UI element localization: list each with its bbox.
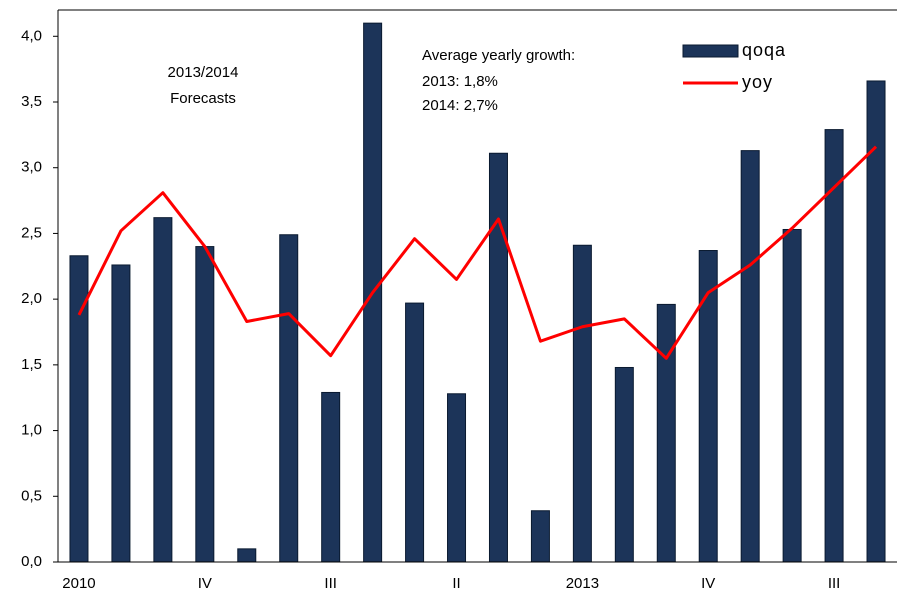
bar bbox=[279, 234, 299, 563]
x-tick-label: IV bbox=[198, 575, 212, 592]
x-tick-label: 2013 bbox=[566, 575, 599, 592]
bar bbox=[447, 393, 467, 563]
y-tick-label: 1,5 bbox=[21, 356, 42, 373]
bar bbox=[698, 250, 718, 563]
y-tick-label: 0,0 bbox=[21, 553, 42, 570]
annotation: 2013/2014 bbox=[168, 64, 239, 81]
annotation: Average yearly growth: bbox=[422, 47, 575, 64]
annotation: 2014: 2,7% bbox=[422, 97, 498, 114]
bar bbox=[614, 366, 634, 563]
legend-label: qoqa bbox=[742, 40, 786, 60]
bar bbox=[405, 302, 425, 563]
line bbox=[77, 145, 878, 360]
x-tick-label: II bbox=[452, 575, 460, 592]
bar bbox=[782, 228, 802, 563]
x-tick-label: IV bbox=[701, 575, 715, 592]
y-tick-label: 0,5 bbox=[21, 487, 42, 504]
y-tick-label: 3,5 bbox=[21, 93, 42, 110]
bar bbox=[111, 264, 131, 563]
y-tick-label: 1,0 bbox=[21, 422, 42, 439]
x-tick-label: III bbox=[324, 575, 337, 592]
x-tick-label: 2010 bbox=[62, 575, 95, 592]
bar bbox=[321, 391, 341, 563]
y-tick-label: 4,0 bbox=[21, 27, 42, 44]
legend-swatch bbox=[682, 44, 739, 58]
y-tick-label: 2,5 bbox=[21, 224, 42, 241]
annotation: 2013: 1,8% bbox=[422, 73, 498, 90]
annotation: Forecasts bbox=[170, 90, 236, 107]
y-tick-label: 2,0 bbox=[21, 290, 42, 307]
bar bbox=[237, 548, 257, 563]
legend-label: yoy bbox=[742, 72, 773, 92]
bar bbox=[572, 244, 592, 563]
x-tick-label: III bbox=[828, 575, 841, 592]
bar bbox=[740, 150, 760, 563]
bar bbox=[153, 217, 173, 563]
bar bbox=[195, 246, 215, 563]
bar bbox=[656, 303, 676, 563]
y-tick-label: 3,0 bbox=[21, 159, 42, 176]
bar bbox=[530, 510, 550, 563]
bar bbox=[488, 152, 508, 563]
